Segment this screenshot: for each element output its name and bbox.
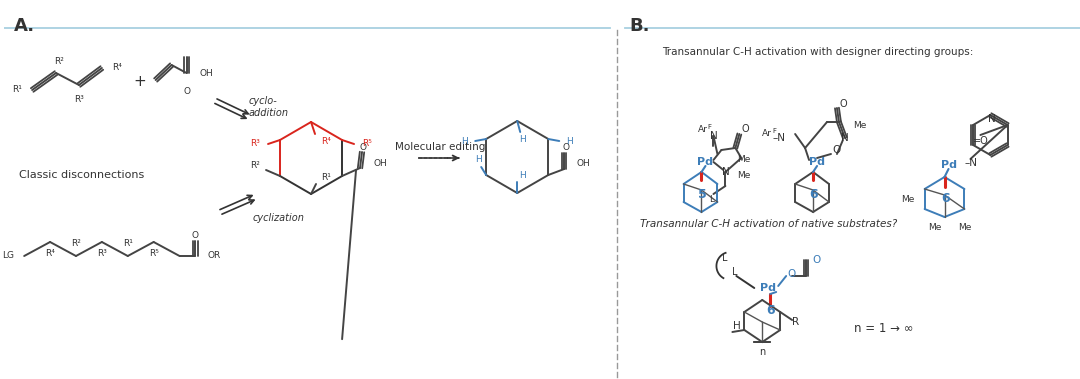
Text: +: + — [133, 74, 146, 89]
Text: F: F — [707, 124, 712, 130]
Text: Pd: Pd — [698, 157, 714, 167]
Text: R¹: R¹ — [123, 240, 133, 249]
Text: H: H — [461, 136, 469, 146]
Text: O: O — [812, 255, 821, 265]
Text: A.: A. — [14, 17, 36, 35]
Text: R³: R³ — [97, 249, 107, 258]
Text: N: N — [710, 131, 717, 141]
Text: H: H — [566, 136, 573, 146]
Text: L: L — [708, 196, 714, 205]
Text: H: H — [475, 155, 482, 163]
Text: Me: Me — [928, 222, 942, 232]
Text: Transannular C-H activation of native substrates?: Transannular C-H activation of native su… — [639, 219, 897, 229]
Text: Classic disconnections: Classic disconnections — [19, 170, 145, 180]
Text: Pd: Pd — [809, 157, 825, 167]
Text: 6: 6 — [941, 193, 949, 205]
Text: Me: Me — [738, 155, 751, 164]
Text: N: N — [721, 167, 729, 177]
Text: O: O — [787, 269, 795, 279]
Text: OH: OH — [374, 158, 388, 168]
Text: F: F — [772, 128, 777, 134]
Text: Pd: Pd — [760, 283, 777, 293]
Text: Me: Me — [958, 222, 971, 232]
Text: R⁵: R⁵ — [149, 249, 159, 258]
Text: OR: OR — [207, 252, 220, 260]
Text: –N: –N — [964, 158, 977, 168]
Text: cyclization: cyclization — [253, 213, 305, 223]
Text: B.: B. — [630, 17, 650, 35]
Text: O: O — [833, 145, 841, 155]
Text: R: R — [792, 317, 799, 327]
Text: O: O — [839, 99, 847, 109]
Text: R²: R² — [251, 161, 260, 171]
Text: Pd: Pd — [941, 160, 957, 170]
Text: H: H — [518, 136, 526, 144]
Text: OH: OH — [200, 69, 213, 77]
Text: 6: 6 — [766, 304, 774, 316]
Text: n = 1 → ∞: n = 1 → ∞ — [854, 321, 914, 335]
Text: OH: OH — [576, 160, 590, 169]
Text: R³: R³ — [75, 96, 84, 105]
Text: Me: Me — [853, 122, 866, 130]
Text: O: O — [360, 143, 366, 152]
Text: R⁵: R⁵ — [362, 139, 372, 149]
Text: R³: R³ — [251, 139, 260, 149]
Text: R²: R² — [54, 58, 64, 66]
Text: Molecular editing: Molecular editing — [395, 142, 486, 152]
Text: R⁴: R⁴ — [112, 64, 122, 72]
Text: Me: Me — [902, 194, 915, 204]
Text: –N: –N — [772, 133, 785, 143]
Text: R¹: R¹ — [321, 174, 330, 183]
Text: 5: 5 — [698, 188, 707, 200]
Text: O: O — [192, 232, 199, 241]
Text: L: L — [732, 267, 738, 277]
Text: O: O — [742, 124, 750, 134]
Text: LG: LG — [2, 252, 14, 260]
Text: cyclo-
addition: cyclo- addition — [248, 96, 288, 118]
Text: n: n — [759, 347, 766, 357]
Text: Ar: Ar — [762, 130, 772, 138]
Text: Transannular C-H activation with designer directing groups:: Transannular C-H activation with designe… — [662, 47, 973, 57]
Text: N: N — [988, 114, 996, 124]
Text: R⁴: R⁴ — [45, 249, 55, 258]
Text: L: L — [721, 253, 727, 263]
Text: R⁴: R⁴ — [321, 138, 330, 147]
Text: Ar: Ar — [698, 125, 707, 135]
Text: Me: Me — [738, 172, 751, 180]
Text: =O: =O — [973, 136, 989, 146]
Text: N: N — [841, 133, 849, 143]
Text: H: H — [732, 321, 741, 331]
Text: O: O — [563, 144, 570, 152]
Text: 6: 6 — [810, 188, 819, 200]
Text: H: H — [519, 171, 526, 180]
Text: R²: R² — [71, 240, 81, 249]
Text: R¹: R¹ — [12, 85, 23, 94]
Text: O: O — [183, 86, 190, 96]
